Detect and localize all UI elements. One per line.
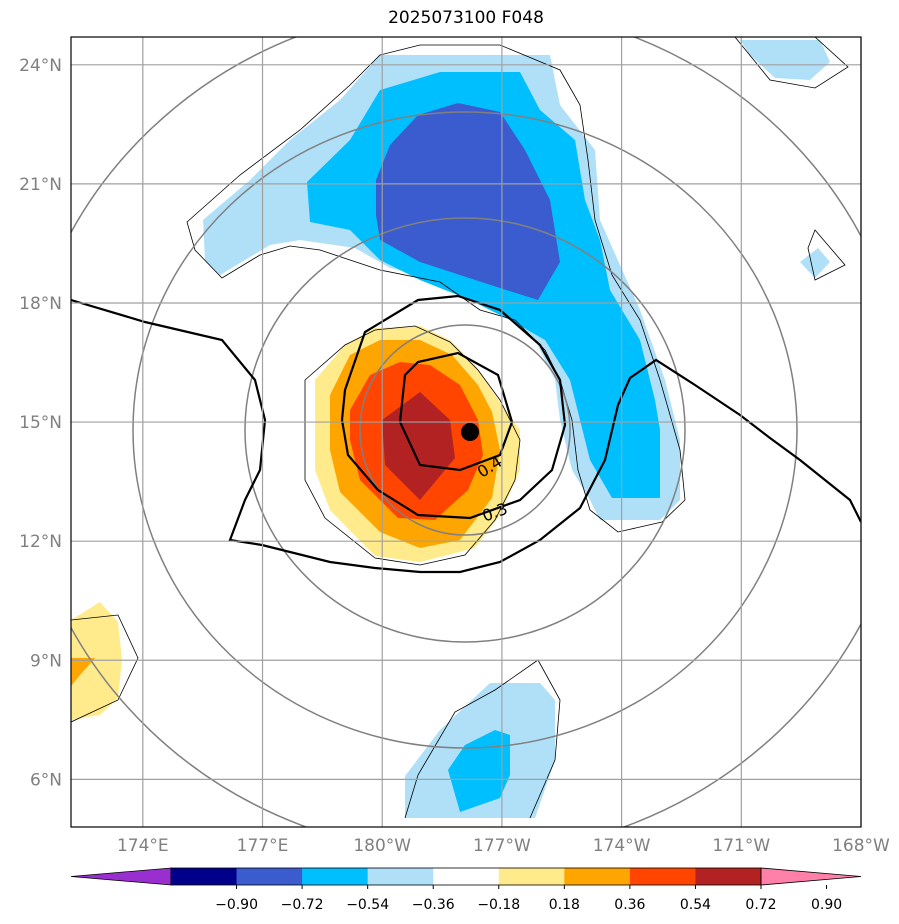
ring-1: [359, 324, 571, 536]
lon-tick-label: 177°W: [473, 836, 531, 856]
colorbar-segment: [498, 868, 565, 885]
lat-tick-label: 15°N: [19, 413, 62, 433]
outline-north: [186, 44, 686, 533]
contour-fill-s-036: [448, 730, 510, 812]
lat-tick-label: 21°N: [19, 175, 62, 195]
lon-tick-label: 174°W: [593, 836, 651, 856]
lat-tick-label: 12°N: [19, 532, 62, 552]
contour-fill-ne-patch: [740, 40, 830, 80]
colorbar-segment: [629, 868, 696, 885]
ring-3: [132, 111, 798, 749]
lon-tick-label: 174°E: [117, 836, 169, 856]
labeled-contours: [71, 294, 861, 574]
outline-west: [71, 614, 139, 723]
colorbar-tick-label: 0.36: [614, 897, 645, 913]
colorbar-tick-label: −0.18: [477, 897, 520, 913]
lon-tick-label: 168°W: [832, 836, 890, 856]
colorbar-tick-label: −0.90: [215, 897, 258, 913]
colorbar-tick-label: 0.90: [811, 897, 842, 913]
outline-cyclone-outer: [304, 325, 521, 566]
contour-0-4: [398, 351, 514, 472]
colorbar-segment: [302, 868, 369, 885]
lat-tick-labels: 6°N 9°N 12°N 15°N 18°N 21°N 24°N: [19, 56, 62, 791]
colorbar-extend-high: [760, 867, 862, 886]
lat-tick-label: 18°N: [19, 294, 62, 314]
plot-frame: [70, 36, 862, 828]
outline-south: [404, 659, 561, 819]
contour-fill-w-036: [71, 658, 95, 686]
contour-fill-e-patch: [800, 248, 830, 278]
colorbar-tick-label: −0.72: [281, 897, 324, 913]
filled-contours: [71, 40, 830, 818]
colorbar-tick-label: 0.54: [680, 897, 711, 913]
colorbar-segment: [367, 868, 434, 885]
contour-0-3: [340, 294, 567, 520]
colorbar-segment: [236, 868, 303, 885]
outline-contours: [71, 37, 849, 819]
contour-0-2: [71, 298, 861, 574]
storm-center-marker: [460, 423, 479, 441]
lon-tick-label: 180°W: [353, 836, 411, 856]
colorbar-tick-label: −0.36: [412, 897, 455, 913]
colorbar-tick-label: −0.54: [346, 897, 389, 913]
lat-tick-label: 24°N: [19, 56, 62, 76]
colorbar-segment: [433, 868, 500, 885]
colorbar-frame: [170, 867, 762, 886]
lat-tick-label: 6°N: [30, 770, 62, 790]
lon-tick-label: 171°W: [712, 836, 770, 856]
colorbar-tick-label: 0.72: [745, 897, 776, 913]
colorbar-segment: [564, 868, 631, 885]
contour-fill-w-018: [71, 602, 122, 720]
lon-tick-label: 177°E: [237, 836, 289, 856]
lat-tick-label: 9°N: [30, 651, 62, 671]
lon-tick-labels: 174°E 177°E 180°W 177°W 174°W 171°W 168°W: [117, 836, 890, 856]
colorbar-segment: [695, 868, 762, 885]
colorbar-extend-low: [70, 867, 172, 886]
colorbar: −0.90 −0.72 −0.54 −0.36 −0.18 0.18 0.36 0.54 0.7…: [70, 867, 862, 913]
contour-fill-neg-054: [376, 103, 560, 300]
ring-2: [244, 217, 686, 643]
radius-rings: [71, 37, 861, 827]
outline-e: [807, 229, 846, 281]
colorbar-tick-label: 0.18: [549, 897, 580, 913]
colorbar-segment: [171, 868, 238, 885]
chart-title: 2025073100 F048: [388, 8, 544, 28]
outline-ne: [734, 37, 849, 89]
